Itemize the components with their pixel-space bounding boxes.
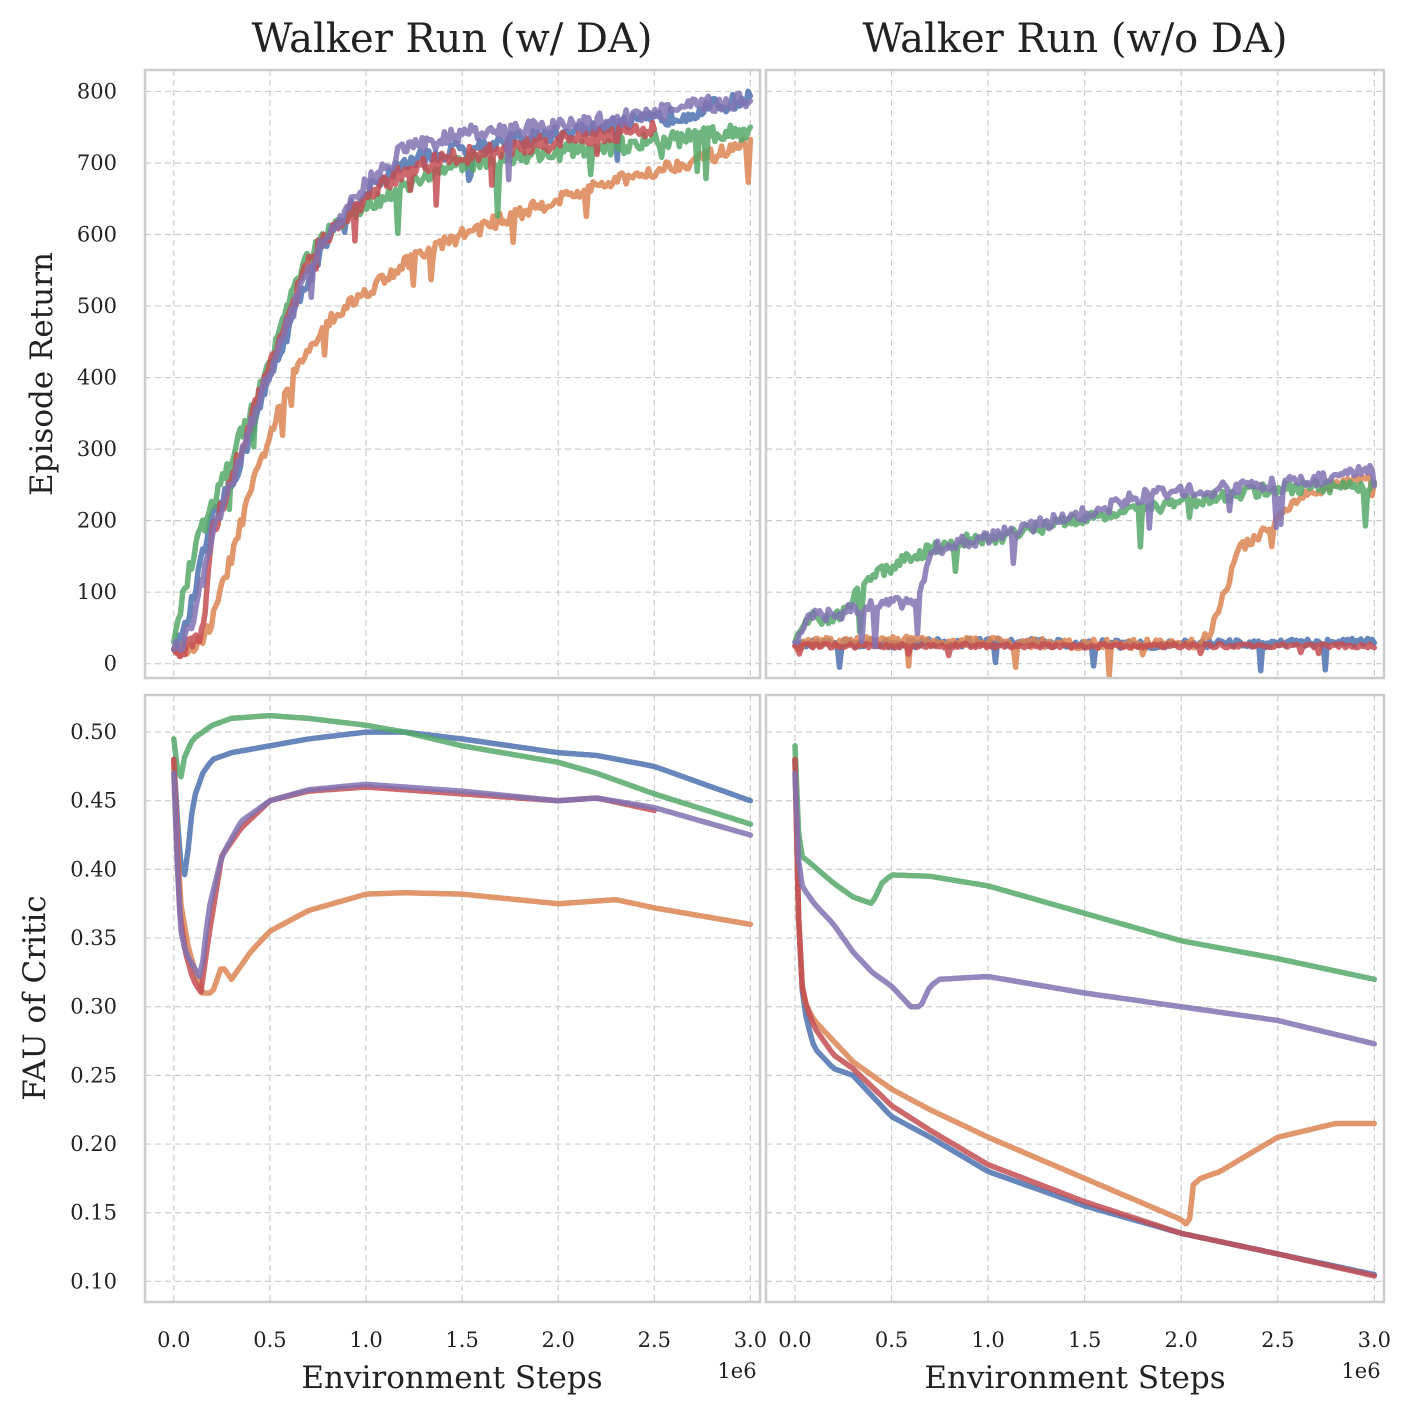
x-axis-label: Environment Steps xyxy=(924,1360,1225,1396)
grid-lines xyxy=(145,695,760,1302)
panel-return-da: Walker Run (w/ DA) 0 100 200 300 400 500 600 70… xyxy=(24,16,762,680)
series-line-green xyxy=(792,743,1378,983)
series-line-blue xyxy=(171,729,754,878)
series-group xyxy=(792,462,1378,679)
y-tick-label: 0.10 xyxy=(70,1269,117,1293)
panel-fau-no-da: 0.0 0.5 1.0 1.5 2.0 2.5 3.0 1e6 Environment St… xyxy=(764,693,1391,1396)
y-tick-label: 600 xyxy=(77,223,117,247)
axes-frame xyxy=(764,68,1386,680)
series-line-orange xyxy=(171,136,754,660)
x-axis-multiplier: 1e6 xyxy=(717,1359,756,1383)
y-tick-label: 0.25 xyxy=(70,1063,117,1087)
y-tick-label: 0.30 xyxy=(70,995,117,1019)
x-tick-label: 1.5 xyxy=(445,1328,478,1352)
x-tick-label: 2.0 xyxy=(542,1328,575,1352)
x-tick-label: 0.0 xyxy=(157,1328,190,1352)
y-tick-label: 0.35 xyxy=(70,926,117,950)
axes-frame xyxy=(143,693,762,1304)
y-tick-label: 0.40 xyxy=(70,857,117,881)
series-line-purple xyxy=(792,770,1378,1047)
x-tick-label: 2.5 xyxy=(1261,1328,1294,1352)
y-tick-label: 800 xyxy=(77,79,117,103)
y-tick-label: 200 xyxy=(77,509,117,533)
axes-frame xyxy=(143,68,762,680)
y-axis-label: FAU of Critic xyxy=(17,895,53,1100)
y-axis-label: Episode Return xyxy=(24,252,60,496)
series-group xyxy=(171,712,754,996)
x-tick-label: 1.5 xyxy=(1068,1328,1101,1352)
y-tick-label: 0.15 xyxy=(70,1201,117,1225)
panel-title: Walker Run (w/ DA) xyxy=(252,16,653,62)
x-tick-label: 3.0 xyxy=(1358,1328,1391,1352)
x-tick-label: 1.0 xyxy=(349,1328,382,1352)
y-tick-labels: 0.10 0.15 0.20 0.25 0.30 0.35 0.40 0.45 0.50 xyxy=(70,720,117,1293)
grid-lines xyxy=(766,695,1384,1302)
series-line-red xyxy=(792,640,1378,659)
y-tick-label: 300 xyxy=(77,437,117,461)
x-tick-label: 0.5 xyxy=(253,1328,286,1352)
series-line-purple xyxy=(171,770,754,980)
series-group xyxy=(792,743,1378,1279)
panel-title: Walker Run (w/o DA) xyxy=(862,16,1287,62)
x-tick-label: 0.0 xyxy=(778,1328,811,1352)
series-line-purple xyxy=(792,462,1378,650)
y-tick-label: 700 xyxy=(77,151,117,175)
x-tick-label: 2.5 xyxy=(638,1328,671,1352)
x-axis-label: Environment Steps xyxy=(301,1360,602,1396)
y-tick-label: 0 xyxy=(104,652,117,676)
y-tick-label: 0.45 xyxy=(70,789,117,813)
series-line-red xyxy=(792,756,1378,1279)
series-line-green xyxy=(171,712,754,827)
series-line-orange xyxy=(171,756,754,996)
x-tick-label: 1.0 xyxy=(971,1328,1004,1352)
x-tick-label: 0.5 xyxy=(875,1328,908,1352)
y-tick-labels: 0 100 200 300 400 500 600 700 800 xyxy=(77,79,117,675)
y-tick-label: 0.50 xyxy=(70,720,117,744)
x-axis-multiplier: 1e6 xyxy=(1341,1359,1380,1383)
grid-lines xyxy=(766,70,1384,678)
x-tick-labels: 0.0 0.5 1.0 1.5 2.0 2.5 3.0 xyxy=(157,1328,767,1352)
x-tick-label: 3.0 xyxy=(734,1328,767,1352)
y-tick-label: 100 xyxy=(77,580,117,604)
series-line-orange xyxy=(792,756,1378,1227)
x-tick-labels: 0.0 0.5 1.0 1.5 2.0 2.5 3.0 xyxy=(778,1328,1391,1352)
axes-frame xyxy=(764,693,1386,1304)
series-line-red xyxy=(171,119,658,659)
x-tick-label: 2.0 xyxy=(1165,1328,1198,1352)
panel-fau-da: 0.10 0.15 0.20 0.25 0.30 0.35 0.40 0.45 0.50 0.0… xyxy=(17,693,767,1396)
series-line-purple xyxy=(171,90,754,653)
panel-return-no-da: Walker Run (w/o DA) xyxy=(764,16,1386,680)
series-group xyxy=(171,88,754,660)
y-tick-label: 0.20 xyxy=(70,1132,117,1156)
y-tick-label: 500 xyxy=(77,294,117,318)
y-tick-label: 400 xyxy=(77,366,117,390)
